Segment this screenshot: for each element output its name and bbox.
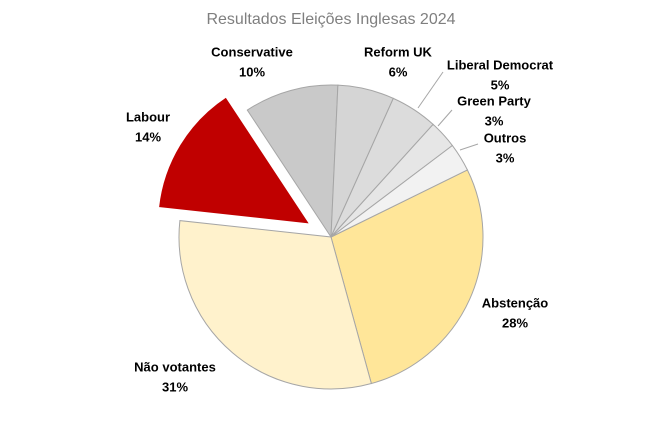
slice-label: Liberal Democrat	[447, 57, 554, 72]
slice-label: Não votantes	[134, 359, 216, 374]
pie-slice	[246, 84, 339, 239]
slice-value-label: 3%	[496, 150, 515, 165]
slice-label: Conservative	[211, 44, 293, 59]
slice-value-label: 10%	[239, 64, 265, 79]
slice-label: Outros	[484, 130, 527, 145]
pie-slice	[330, 169, 484, 385]
slice-label: Abstenção	[482, 295, 549, 310]
pie-slice	[157, 96, 311, 225]
slice-value-label: 14%	[135, 129, 161, 144]
pie-slice	[178, 220, 372, 390]
slice-value-label: 5%	[491, 77, 510, 92]
chart-title: Resultados Eleições Inglesas 2024	[206, 11, 455, 28]
slice-value-label: 3%	[485, 113, 504, 128]
slice-value-label: 28%	[502, 315, 528, 330]
slice-label: Labour	[126, 109, 170, 124]
slice-value-label: 31%	[162, 379, 188, 394]
slice-label: Reform UK	[364, 44, 433, 59]
slice-value-label: 6%	[389, 64, 408, 79]
leader-line	[437, 109, 453, 127]
leader-line	[417, 71, 444, 109]
slice-label: Green Party	[457, 93, 531, 108]
leader-line	[459, 143, 479, 151]
pie-slice	[330, 144, 469, 238]
